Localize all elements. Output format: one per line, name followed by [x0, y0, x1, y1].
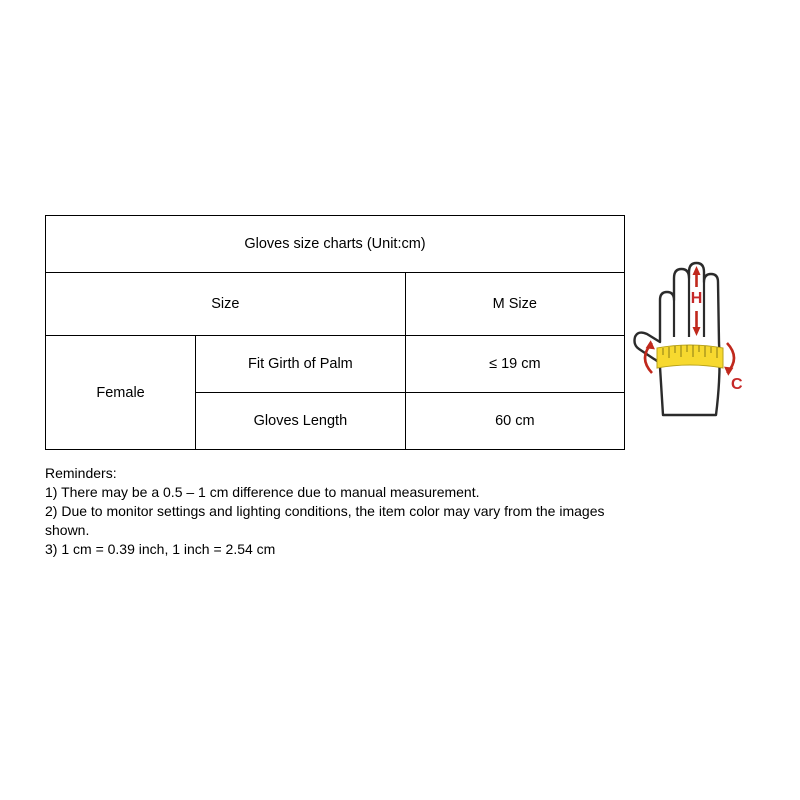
girth-value-cell: ≤ 19 cm — [405, 336, 624, 393]
reminders-block: Reminders: 1) There may be a 0.5 – 1 cm … — [45, 464, 625, 558]
table-row: Size M Size — [46, 273, 625, 336]
h-label: H — [691, 290, 703, 307]
reminder-line-1: 1) There may be a 0.5 – 1 cm difference … — [45, 483, 625, 502]
hand-diagram-icon: H — [630, 245, 750, 420]
size-chart-container: Gloves size charts (Unit:cm) Size M Size… — [45, 215, 755, 558]
msize-header-cell: M Size — [405, 273, 624, 336]
girth-label-cell: Fit Girth of Palm — [196, 336, 406, 393]
tape-icon — [657, 345, 723, 368]
reminder-line-3: 3) 1 cm = 0.39 inch, 1 inch = 2.54 cm — [45, 540, 625, 559]
female-label-cell: Female — [46, 336, 196, 450]
table-row: Female Fit Girth of Palm ≤ 19 cm — [46, 336, 625, 393]
reminder-line-2: 2) Due to monitor settings and lighting … — [45, 502, 625, 540]
length-value-cell: 60 cm — [405, 393, 624, 450]
table-and-diagram-row: Gloves size charts (Unit:cm) Size M Size… — [45, 215, 755, 450]
c-label: C — [731, 376, 743, 393]
reminders-title: Reminders: — [45, 464, 625, 483]
size-chart-table: Gloves size charts (Unit:cm) Size M Size… — [45, 215, 625, 450]
hand-outline-icon — [635, 263, 720, 415]
hand-diagram-container: H — [625, 215, 755, 450]
size-header-cell: Size — [46, 273, 406, 336]
length-label-cell: Gloves Length — [196, 393, 406, 450]
table-row: Gloves size charts (Unit:cm) — [46, 216, 625, 273]
table-title-cell: Gloves size charts (Unit:cm) — [46, 216, 625, 273]
